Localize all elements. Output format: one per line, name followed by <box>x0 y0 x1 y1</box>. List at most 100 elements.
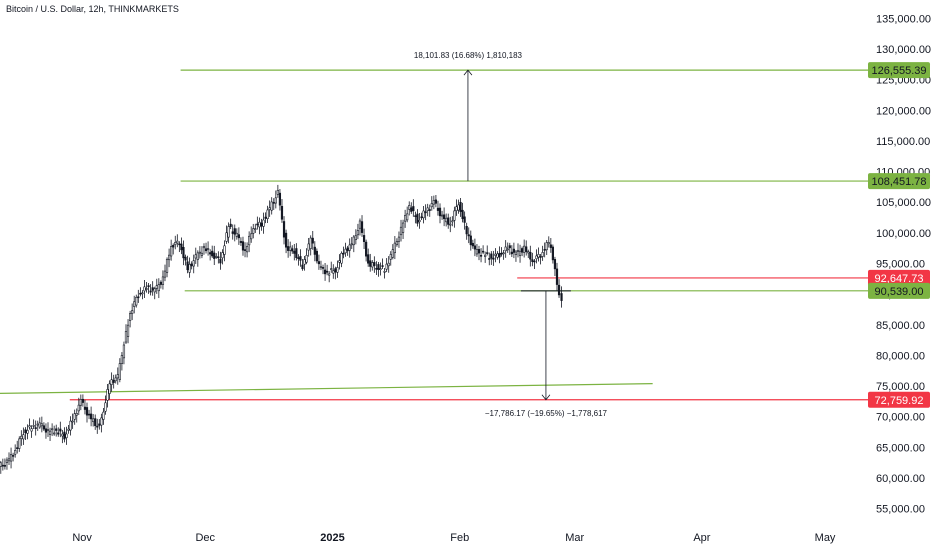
candle-body <box>307 243 310 251</box>
candle-body <box>98 423 101 426</box>
x-tick-label: May <box>815 532 836 544</box>
candle-body <box>28 425 31 428</box>
candle-body <box>389 254 392 260</box>
candle-body <box>356 230 360 236</box>
price-level-label: 90,539.00 <box>875 286 924 298</box>
candle-body <box>14 450 17 455</box>
candle-body <box>391 249 394 258</box>
y-tick-label: 65,000.00 <box>876 442 925 454</box>
candle-body <box>553 259 557 270</box>
candle-body <box>387 262 390 267</box>
candle-body <box>149 290 152 293</box>
candle-body <box>367 254 370 264</box>
candle-body <box>443 214 446 220</box>
candle-body <box>521 248 524 253</box>
candle-body <box>252 228 255 234</box>
candle-body <box>184 256 187 261</box>
candle-body <box>406 213 409 221</box>
candle-body <box>129 313 132 321</box>
candle-body <box>385 263 388 270</box>
candle-body <box>20 435 23 439</box>
candle-body <box>36 423 39 426</box>
candle-body <box>369 260 372 267</box>
candle-body <box>334 268 337 273</box>
candle-body <box>504 246 507 252</box>
candle-body <box>447 217 450 225</box>
candle-body <box>61 433 64 437</box>
candle-body <box>94 418 97 427</box>
candle-body <box>223 245 226 255</box>
candle-body <box>34 427 37 429</box>
candle-body <box>350 243 353 246</box>
candle-body <box>321 267 325 269</box>
candle-body <box>373 262 376 266</box>
candle-body <box>30 428 33 432</box>
price-level-tag <box>868 62 930 79</box>
candle-body <box>116 374 119 379</box>
candle-body <box>383 271 386 273</box>
candle-body <box>404 215 407 222</box>
candle-body <box>541 252 544 257</box>
candle-body <box>502 252 505 255</box>
candle-body <box>264 216 267 219</box>
candle-body <box>533 260 536 263</box>
candle-body <box>500 252 503 255</box>
candle-body <box>243 249 247 251</box>
candle-body <box>239 241 243 243</box>
y-tick-label: 55,000.00 <box>876 504 925 516</box>
candle-body <box>124 331 128 343</box>
price-level-tag <box>868 173 930 190</box>
candle-body <box>145 288 148 290</box>
x-tick-label: Dec <box>195 532 215 544</box>
candle-body <box>377 264 380 270</box>
candle-body <box>451 220 454 223</box>
x-tick-label: Feb <box>450 532 469 544</box>
candle-body <box>297 257 300 259</box>
candle-body <box>202 246 206 249</box>
candle-body <box>18 438 21 449</box>
candle-body <box>7 458 11 462</box>
candle-body <box>225 232 228 242</box>
candle-body <box>200 252 204 256</box>
candle-body <box>332 270 335 274</box>
candle-body <box>219 258 222 264</box>
candle-body <box>110 379 113 385</box>
candle-body <box>449 223 452 226</box>
candle-body <box>488 258 491 260</box>
candle-body <box>479 255 483 257</box>
candle-body <box>229 223 232 227</box>
candle-body <box>293 250 296 254</box>
candle-body <box>40 423 43 427</box>
candle-body <box>365 241 368 257</box>
candle-body <box>53 432 56 435</box>
x-tick-label: Apr <box>693 532 710 544</box>
candle-body <box>299 256 302 261</box>
candle-body <box>473 245 477 250</box>
candle-body <box>221 252 224 259</box>
candle-body <box>213 252 216 259</box>
candle-body <box>9 454 13 462</box>
candle-body <box>440 214 444 217</box>
candle-body <box>172 244 175 248</box>
candle-body <box>163 270 167 278</box>
y-tick-label: 100,000.00 <box>876 228 931 240</box>
candle-body <box>190 263 193 267</box>
y-tick-label: 85,000.00 <box>876 320 925 332</box>
price-level-label: 72,759.92 <box>875 395 924 407</box>
candle-body <box>393 242 396 254</box>
chart-title: Bitcoin / U.S. Dollar, 12h, THINKMARKETS <box>6 4 179 14</box>
candle-body <box>516 249 520 252</box>
candle-body <box>81 398 84 403</box>
candle-body <box>198 251 201 254</box>
candle-body <box>531 259 534 262</box>
candle-body <box>484 254 487 257</box>
candle-body <box>22 434 25 440</box>
price-level-tag <box>868 269 930 286</box>
candle-body <box>92 418 95 423</box>
candle-body <box>358 220 362 229</box>
candle-body <box>69 420 72 431</box>
candle-body <box>159 281 162 285</box>
y-tick-label: 105,000.00 <box>876 197 931 209</box>
candle-body <box>241 241 245 251</box>
